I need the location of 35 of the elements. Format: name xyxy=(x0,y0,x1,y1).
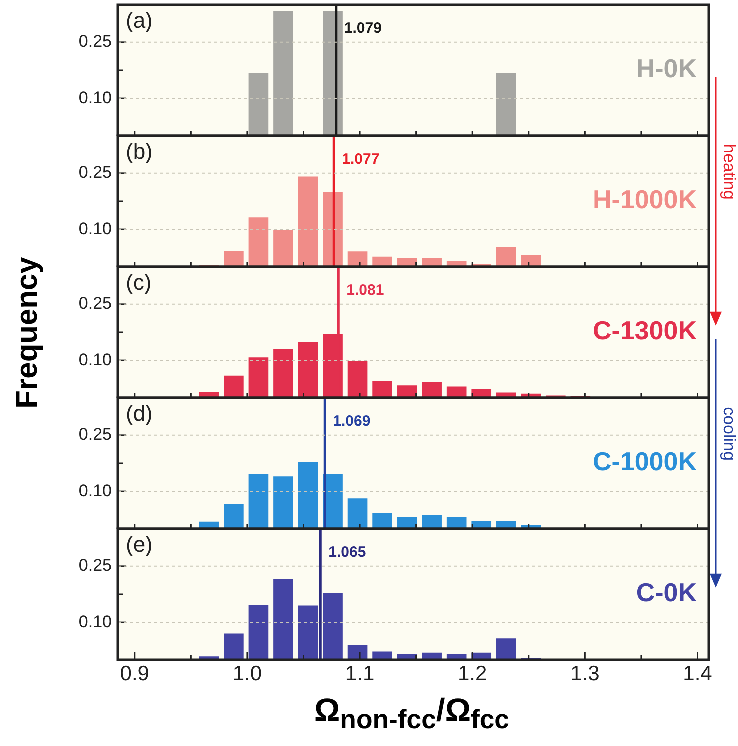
annotation: (e) xyxy=(126,532,153,558)
text: H-0K xyxy=(636,54,698,84)
annotation: (d) xyxy=(126,401,153,426)
x-tick-label: 1.1 xyxy=(345,662,375,686)
x-axis-title: Ω$_{non-fcc}$/Ω$_{fcc}$ xyxy=(314,692,510,736)
text: heating xyxy=(718,144,738,200)
annotation: (a) xyxy=(126,8,153,34)
text: C-0K xyxy=(636,578,698,608)
x-tick-label: 1.3 xyxy=(570,662,600,686)
text: cooling xyxy=(718,406,738,460)
ref-line-label: 1.069 xyxy=(333,413,371,430)
y-tick-label: 0.10 xyxy=(78,88,112,108)
ref-line-label: 1.077 xyxy=(342,151,380,168)
ref-line-label: 1.079 xyxy=(344,20,382,38)
y-tick-label: 0.10 xyxy=(78,612,112,632)
annotation: (b) xyxy=(126,139,153,164)
y-tick-label: 0.10 xyxy=(78,219,112,238)
series-label: H-1000K xyxy=(592,184,698,215)
y-tick-label: 0.25 xyxy=(78,294,112,314)
annotation: (c) xyxy=(126,270,152,296)
y-tick-label: 0.25 xyxy=(78,425,112,444)
y-tick-label: 0.10 xyxy=(78,350,112,370)
x-tick-label: 1.0 xyxy=(232,662,262,686)
series-label: C-1300K xyxy=(592,316,698,346)
x-tick-label: 1.2 xyxy=(458,662,488,686)
ref-line-label: 1.065 xyxy=(328,544,366,562)
x-tick-label: 0.9 xyxy=(120,662,150,686)
text: C-1000K xyxy=(592,446,698,477)
y-tick-label: 0.25 xyxy=(78,556,112,576)
x-tick-label: 1.4 xyxy=(683,662,713,686)
y-axis-title: Frequency xyxy=(10,256,45,408)
ref-line-label: 1.081 xyxy=(346,282,384,300)
y-tick-label: 0.10 xyxy=(78,481,112,500)
y-tick-label: 0.25 xyxy=(78,163,112,182)
y-tick-label: 0.25 xyxy=(78,32,112,52)
